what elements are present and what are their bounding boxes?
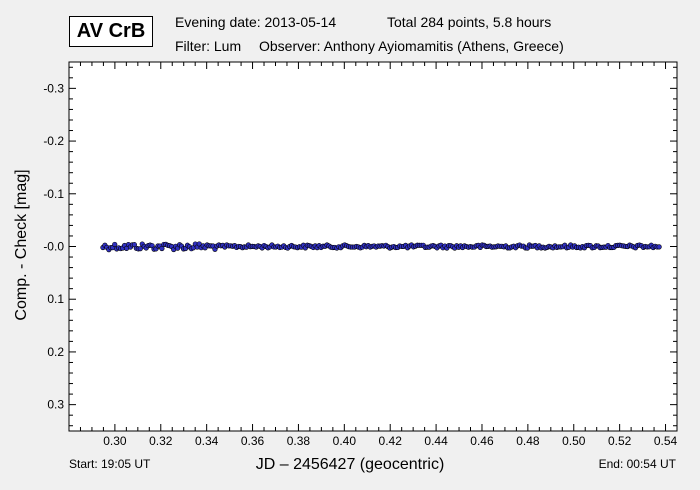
y-tick-label: 0.3 <box>47 398 64 412</box>
data-point <box>137 246 143 252</box>
evening-date: Evening date: 2013-05-14 <box>175 14 337 30</box>
filter-label: Filter: Lum <box>175 38 242 54</box>
y-tick-label: 0.2 <box>47 345 64 359</box>
y-axis-label: Comp. - Check [mag] <box>13 169 30 321</box>
x-tick-label: 0.46 <box>470 434 494 448</box>
start-time: Start: 19:05 UT <box>69 457 151 471</box>
data-point <box>159 245 165 252</box>
data-point <box>112 241 118 248</box>
x-tick-label: 0.30 <box>103 434 127 448</box>
x-tick-label: 0.52 <box>608 434 632 448</box>
x-tick-label: 0.38 <box>287 434 311 448</box>
y-tick-label: -0.3 <box>43 81 64 95</box>
x-tick-label: 0.50 <box>562 434 586 448</box>
data-point <box>656 244 662 250</box>
x-tick-label: 0.54 <box>654 434 678 448</box>
x-tick-label: 0.36 <box>241 434 265 448</box>
star-name: AV CrB <box>76 20 146 42</box>
y-tick-label: -0.1 <box>43 187 64 201</box>
x-tick-label: 0.40 <box>333 434 357 448</box>
x-tick-label: 0.34 <box>195 434 219 448</box>
x-tick-label: 0.32 <box>149 434 173 448</box>
y-tick-label: -0.0 <box>43 240 64 254</box>
star-name-box: AV CrB <box>69 16 153 47</box>
y-tick-label: -0.2 <box>43 134 64 148</box>
observer-label: Observer: Anthony Ayiomamitis (Athens, G… <box>259 38 564 54</box>
x-tick-label: 0.44 <box>424 434 448 448</box>
y-tick-label: 0.1 <box>47 292 64 306</box>
x-axis-label: JD – 2456427 (geocentric) <box>255 456 445 473</box>
x-tick-label: 0.48 <box>516 434 540 448</box>
end-time: End: 00:54 UT <box>598 457 676 471</box>
total-points: Total 284 points, 5.8 hours <box>387 14 552 30</box>
x-tick-label: 0.42 <box>379 434 403 448</box>
